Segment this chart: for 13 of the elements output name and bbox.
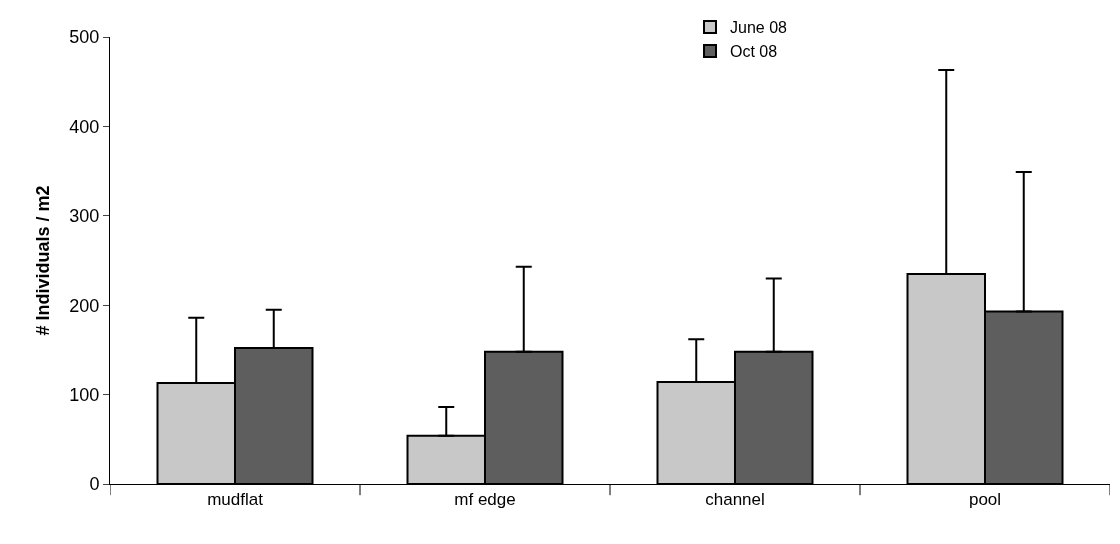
x-tick-label: channel [705, 490, 765, 510]
legend-label: June 08 [730, 19, 788, 37]
y-tick-label: 0 [89, 474, 100, 495]
y-tick-label: 200 [69, 295, 100, 316]
y-tick-label: 300 [69, 206, 100, 227]
x-tick-label: pool [968, 490, 1002, 510]
legend-label: Oct 08 [730, 43, 778, 61]
y-tick-label: 100 [69, 384, 100, 405]
y-tick-label: 500 [69, 27, 100, 48]
x-tick-label: mf edge [454, 490, 516, 510]
y-axis-title: # Individuals / m2 [32, 185, 53, 336]
x-tick-label: mudflat [207, 490, 264, 510]
y-tick-label: 400 [69, 116, 100, 137]
